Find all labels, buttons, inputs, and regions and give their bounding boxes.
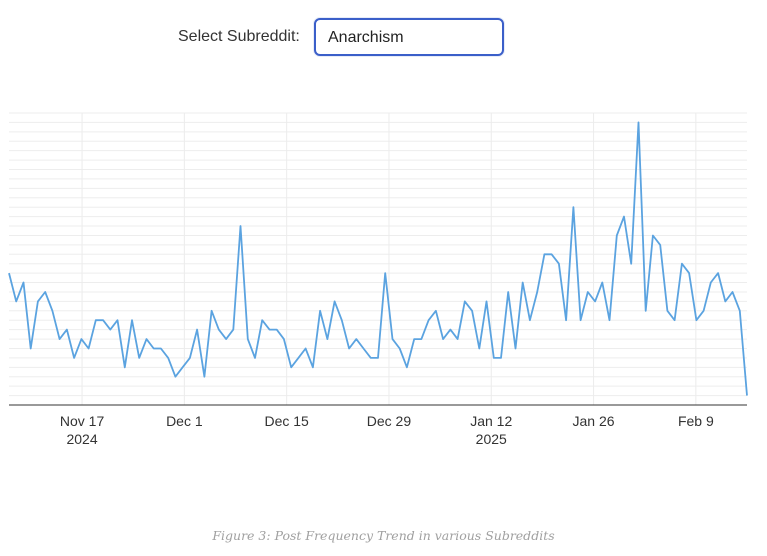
x-tick-sublabel: 2024 (66, 431, 97, 447)
x-axis: Nov 17 2024 Dec 1 Dec 15 Dec 29 Jan 12 2025 Jan… (9, 404, 747, 447)
x-tick-label: Nov 17 (60, 413, 105, 429)
x-tick-label: Jan 26 (573, 413, 615, 429)
chart-grid (9, 112, 747, 405)
subreddit-select-value: Anarchism (328, 29, 404, 46)
x-tick-label: Dec 15 (264, 413, 309, 429)
subreddit-select-label: Select Subreddit: (178, 28, 300, 45)
x-tick-label: Jan 12 (470, 413, 512, 429)
x-tick-sublabel: 2025 (476, 431, 507, 447)
x-tick-label: Dec 29 (367, 413, 412, 429)
post-frequency-chart: Nov 17 2024 Dec 1 Dec 15 Dec 29 Jan 12 2025 Jan… (8, 112, 748, 447)
x-tick-label: Feb 9 (678, 413, 714, 429)
figure-caption: Figure 3: Post Frequency Trend in variou… (212, 528, 555, 543)
x-tick-label: Dec 1 (166, 413, 203, 429)
subreddit-select[interactable]: Anarchism (314, 18, 504, 56)
series-line (8, 121, 748, 396)
chart-series (8, 121, 748, 396)
subreddit-selector: Select Subreddit: Anarchism (0, 18, 767, 60)
